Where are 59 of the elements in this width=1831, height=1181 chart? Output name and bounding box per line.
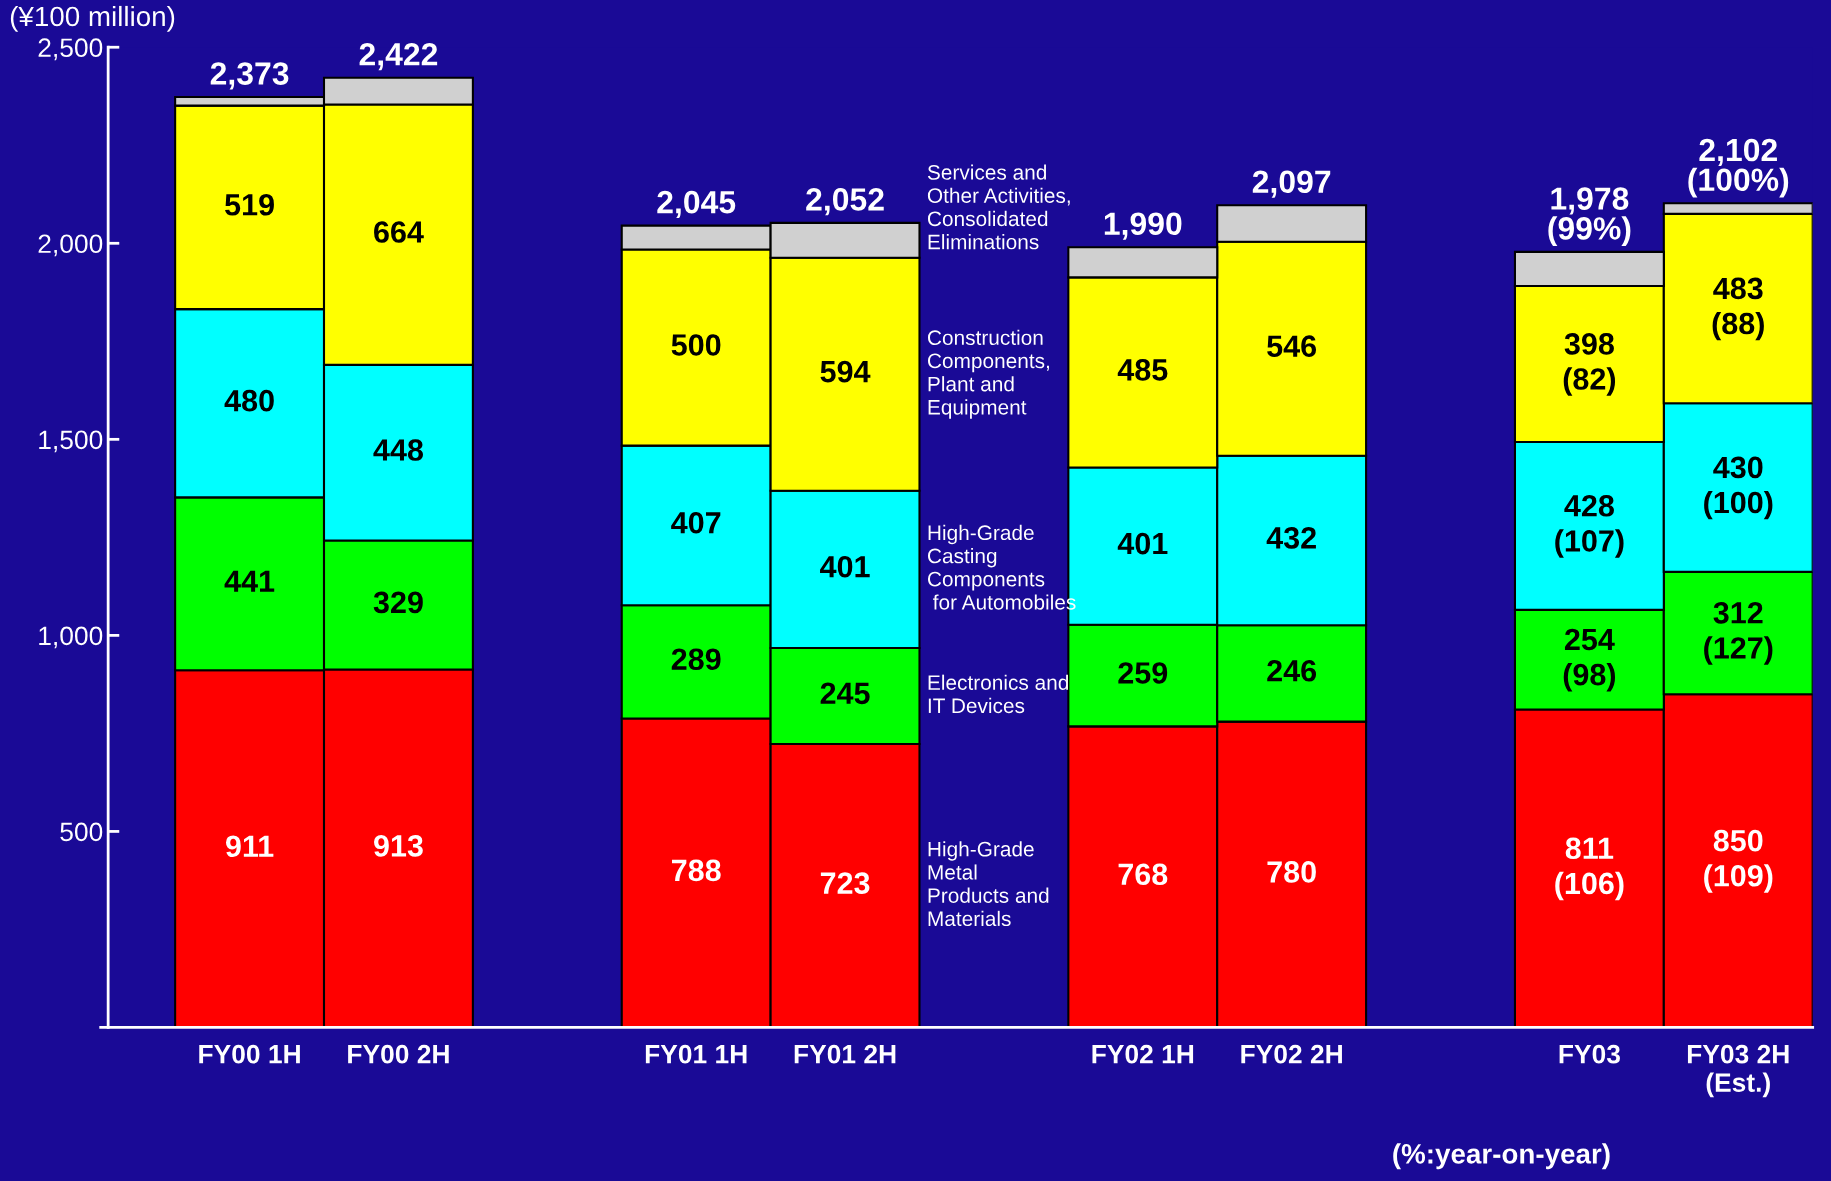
data-label: 664 bbox=[374, 221, 424, 243]
total-label: 2,052 bbox=[806, 188, 884, 216]
data-label: 519 bbox=[225, 193, 274, 216]
data-label: 448 bbox=[373, 439, 423, 461]
y-tick-label: 1,000 bbox=[39, 626, 103, 649]
data-label: 329 bbox=[373, 591, 423, 614]
data-label: 407 bbox=[671, 511, 721, 534]
data-label: 401 bbox=[1117, 532, 1168, 555]
data-label: 594 bbox=[820, 360, 871, 383]
total-label: 2,045 bbox=[657, 190, 736, 219]
x-tick-label: FY01 2H bbox=[794, 1044, 896, 1064]
x-tick-label: FY03 bbox=[1559, 1044, 1620, 1064]
data-label: 913 bbox=[374, 835, 423, 857]
data-label: 246 bbox=[1267, 659, 1317, 682]
y-tick-label: 2,000 bbox=[38, 234, 103, 257]
total-label: 2,102 (100%) bbox=[1688, 138, 1789, 198]
total-label: 2,422 bbox=[359, 43, 438, 71]
total-label: 2,373 bbox=[210, 62, 289, 90]
x-tick-label: FY03 2H (Est.) bbox=[1687, 1044, 1789, 1098]
data-label: 441 bbox=[224, 570, 275, 592]
x-tick-label: FY02 1H bbox=[1092, 1044, 1194, 1064]
data-label: 811 (106) bbox=[1555, 837, 1624, 901]
data-label: 312 (127) bbox=[1704, 602, 1773, 665]
data-label: 289 bbox=[671, 648, 721, 671]
total-label: 1,990 bbox=[1104, 212, 1182, 240]
data-label: 428 (107) bbox=[1555, 494, 1624, 558]
data-label: 780 bbox=[1267, 861, 1316, 883]
data-label: 430 (100) bbox=[1704, 456, 1773, 520]
total-label: 2,097 bbox=[1252, 170, 1331, 198]
text: (%:year-on-year) bbox=[1393, 1143, 1610, 1170]
data-label: 911 bbox=[225, 835, 274, 858]
data-label: 401 bbox=[820, 555, 870, 578]
series-label: Electronics and IT Devices bbox=[928, 674, 1069, 714]
data-label: 483 (88) bbox=[1712, 277, 1764, 341]
series-label: Construction Components, Plant and Equipment bbox=[927, 329, 1049, 419]
y-tick-label: 1,500 bbox=[39, 430, 103, 453]
data-label: 480 bbox=[224, 389, 274, 412]
series-label: Services and Other Activities, Consolidated Eliminations bbox=[927, 164, 1070, 250]
x-tick-label: FY00 1H bbox=[199, 1044, 300, 1064]
data-label: 398 (82) bbox=[1563, 333, 1616, 396]
data-label: 485 bbox=[1117, 359, 1168, 381]
data-label: 768 bbox=[1118, 863, 1168, 886]
x-tick-label: FY00 2H bbox=[348, 1044, 449, 1064]
x-tick-label: FY02 2H bbox=[1241, 1044, 1342, 1064]
data-label: 500 bbox=[671, 334, 721, 356]
data-label: 788 bbox=[672, 859, 721, 882]
series-label: High-Grade Metal Products and Materials bbox=[928, 841, 1049, 927]
data-label: 259 bbox=[1118, 662, 1168, 684]
y-tick-label: 2,500 bbox=[38, 38, 103, 61]
x-tick-label: FY01 1H bbox=[645, 1044, 747, 1064]
y-tick-label: 500 bbox=[60, 822, 103, 842]
data-label: 723 bbox=[820, 872, 870, 894]
y-axis-title: (¥100 million) bbox=[10, 5, 175, 32]
data-label: 546 bbox=[1267, 335, 1317, 357]
total-label: 1,978 (99%) bbox=[1548, 187, 1631, 247]
data-label: 245 bbox=[820, 682, 870, 705]
data-label: 254 (98) bbox=[1563, 628, 1616, 692]
data-label: 432 bbox=[1266, 527, 1316, 549]
data-label: 850 (109) bbox=[1704, 829, 1773, 893]
